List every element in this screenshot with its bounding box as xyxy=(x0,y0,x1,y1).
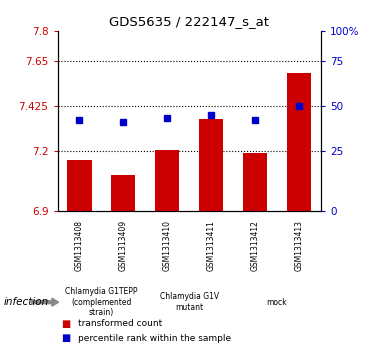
Bar xyxy=(287,73,311,211)
Bar xyxy=(155,150,179,211)
Bar xyxy=(199,119,223,211)
Text: Chlamydia G1V
mutant: Chlamydia G1V mutant xyxy=(160,293,219,312)
Bar xyxy=(243,152,267,211)
Text: GSM1313409: GSM1313409 xyxy=(119,220,128,272)
Bar xyxy=(111,175,135,211)
Text: ■: ■ xyxy=(61,319,70,329)
Text: ■: ■ xyxy=(61,333,70,343)
Text: infection: infection xyxy=(4,297,49,307)
Text: GSM1313412: GSM1313412 xyxy=(250,220,260,272)
Text: GSM1313413: GSM1313413 xyxy=(295,220,303,272)
Bar xyxy=(68,160,92,211)
Text: transformed count: transformed count xyxy=(78,319,162,328)
Text: GSM1313410: GSM1313410 xyxy=(163,220,172,272)
Text: Chlamydia G1TEPP
(complemented
strain): Chlamydia G1TEPP (complemented strain) xyxy=(65,287,138,317)
Title: GDS5635 / 222147_s_at: GDS5635 / 222147_s_at xyxy=(109,15,269,28)
Text: GSM1313411: GSM1313411 xyxy=(207,220,216,272)
Text: percentile rank within the sample: percentile rank within the sample xyxy=(78,334,231,343)
Text: GSM1313408: GSM1313408 xyxy=(75,220,84,272)
Text: mock: mock xyxy=(267,298,287,307)
